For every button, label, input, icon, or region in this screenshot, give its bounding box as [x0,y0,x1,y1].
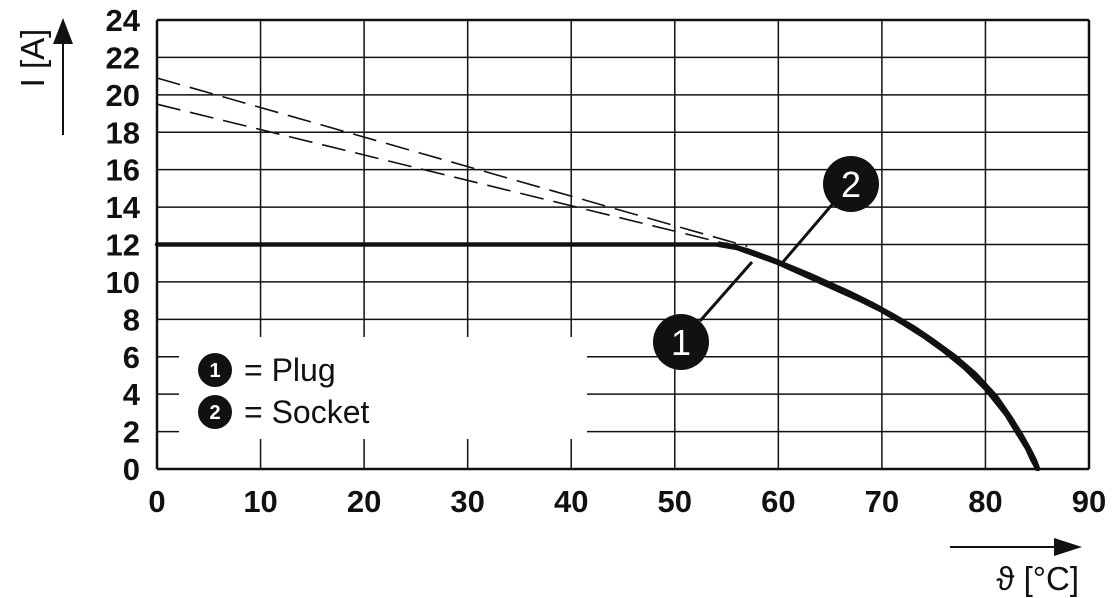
y-axis-arrow-icon [53,18,73,44]
y-tick-label-10: 10 [106,265,140,300]
y-tick-label-18: 18 [106,115,140,150]
x-tick-label-40: 40 [554,484,588,519]
legend-item-socket: 2 = Socket [198,394,370,430]
legend-marker-2-label: 2 [209,402,220,424]
y-tick-label-2: 2 [123,415,140,450]
y-tick-label-22: 22 [106,40,140,75]
x-tick-label-30: 30 [450,484,484,519]
curve-series-2 [154,242,1041,472]
callouts: 2 1 [653,156,879,370]
legend-item-plug: 1 = Plug [198,352,336,388]
x-axis-title: ϑ [°C] [996,560,1079,597]
x-tick-label-0: 0 [148,484,165,519]
x-tick-label-60: 60 [761,484,795,519]
callout-leader-1 [698,261,754,322]
callout-marker-2 [823,156,879,212]
callout-marker-1-label: 1 [671,322,691,363]
y-tick-label-16: 16 [106,153,140,188]
x-tick-label-80: 80 [968,484,1002,519]
legend: 1 = Plug 2 = Socket [179,337,587,439]
y-tick-label-4: 4 [123,377,141,412]
y-tick-label-6: 6 [123,340,140,375]
callout-marker-1 [653,314,709,370]
y-axis-title-group: I [A] [14,18,73,135]
legend-box [179,337,587,439]
legend-marker-2 [198,395,232,429]
x-tick-label-50: 50 [658,484,692,519]
x-tick-label-70: 70 [865,484,899,519]
callout-leader-2 [781,199,838,263]
grid [155,18,1091,471]
x-axis-arrow-icon [1054,538,1082,556]
dashed-extrapolation-lines [156,77,748,248]
x-tick-labels: 0 10 20 30 40 50 60 70 80 90 [148,484,1106,519]
y-axis-title: I [A] [14,29,51,88]
x-tick-label-20: 20 [347,484,381,519]
callout-marker-2-label: 2 [841,164,861,205]
y-tick-label-20: 20 [106,78,140,113]
y-tick-label-12: 12 [106,228,140,263]
x-tick-label-10: 10 [243,484,277,519]
dashed-line-series-1 [156,103,738,248]
legend-label-socket: = Socket [244,394,370,430]
y-tick-label-8: 8 [123,302,140,337]
y-tick-label-14: 14 [106,190,141,225]
legend-marker-1-label: 1 [209,360,220,382]
dashed-line-series-2 [156,77,748,248]
y-tick-label-0: 0 [123,452,140,487]
legend-marker-1 [198,353,232,387]
y-tick-label-24: 24 [106,3,141,38]
derating-curves [154,242,1041,472]
x-axis-title-group: ϑ [°C] [950,538,1082,597]
x-tick-label-90: 90 [1072,484,1106,519]
legend-label-plug: = Plug [244,352,336,388]
